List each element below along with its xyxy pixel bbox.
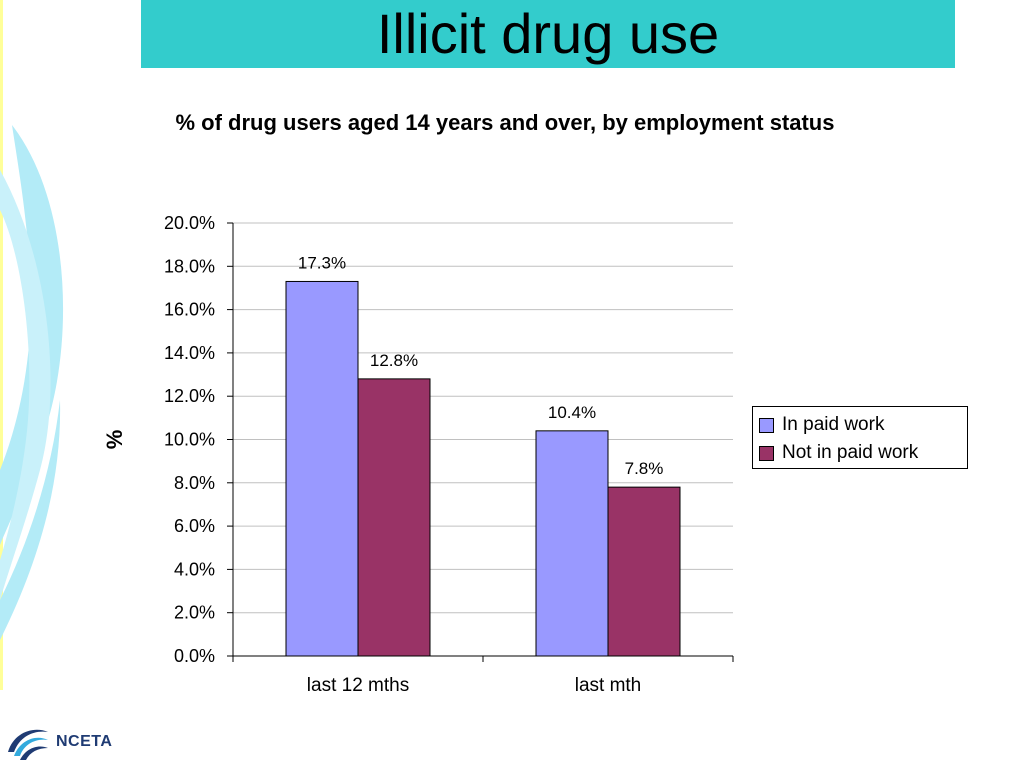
bar xyxy=(285,280,359,657)
data-label: 10.4% xyxy=(548,403,596,422)
x-category-label: last 12 mths xyxy=(307,675,409,696)
bar xyxy=(535,430,609,657)
bar xyxy=(357,378,431,657)
title-banner: Illicit drug use xyxy=(141,0,955,68)
footer-logo: NCETA xyxy=(4,722,112,762)
data-label: 12.8% xyxy=(370,351,418,370)
y-tick-label: 4.0% xyxy=(174,559,215,579)
legend-item-in-paid-work: In paid work xyxy=(759,411,961,439)
y-tick-label: 6.0% xyxy=(174,516,215,536)
legend-item-not-in-paid-work: Not in paid work xyxy=(759,439,961,467)
y-tick-label: 2.0% xyxy=(174,603,215,623)
x-category-label: last mth xyxy=(575,675,642,696)
y-tick-label: 8.0% xyxy=(174,473,215,493)
data-label: 17.3% xyxy=(298,253,346,272)
y-tick-label: 0.0% xyxy=(174,646,215,666)
legend-label-not-in-paid-work: Not in paid work xyxy=(782,442,919,463)
y-tick-label: 10.0% xyxy=(164,430,215,450)
decorative-swoosh-icon xyxy=(0,125,64,640)
y-tick-label: 20.0% xyxy=(164,213,215,233)
legend-swatch-in-paid-work xyxy=(759,417,774,433)
legend-swatch-not-in-paid-work xyxy=(759,445,774,461)
bars xyxy=(285,280,681,657)
y-tick-label: 14.0% xyxy=(164,343,215,363)
y-axis-title: % xyxy=(102,430,127,450)
nceta-logo-icon xyxy=(8,729,48,760)
labels: 0.0% 2.0% 4.0% 6.0% 8.0% 10.0% 12.0% 14.0% 16.0%… xyxy=(102,213,663,696)
legend-label-in-paid-work: In paid work xyxy=(782,414,885,435)
slide-left-border xyxy=(0,0,3,690)
bar xyxy=(607,486,681,657)
slide-title: Illicit drug use xyxy=(376,2,720,65)
chart-subtitle: % of drug users aged 14 years and over, … xyxy=(175,110,835,135)
chart-legend: In paid work Not in paid work xyxy=(752,406,968,469)
y-tick-label: 16.0% xyxy=(164,300,215,320)
y-tick-label: 12.0% xyxy=(164,386,215,406)
logo-text: NCETA xyxy=(56,733,113,750)
y-tick-label: 18.0% xyxy=(164,256,215,276)
data-label: 7.8% xyxy=(625,459,664,478)
